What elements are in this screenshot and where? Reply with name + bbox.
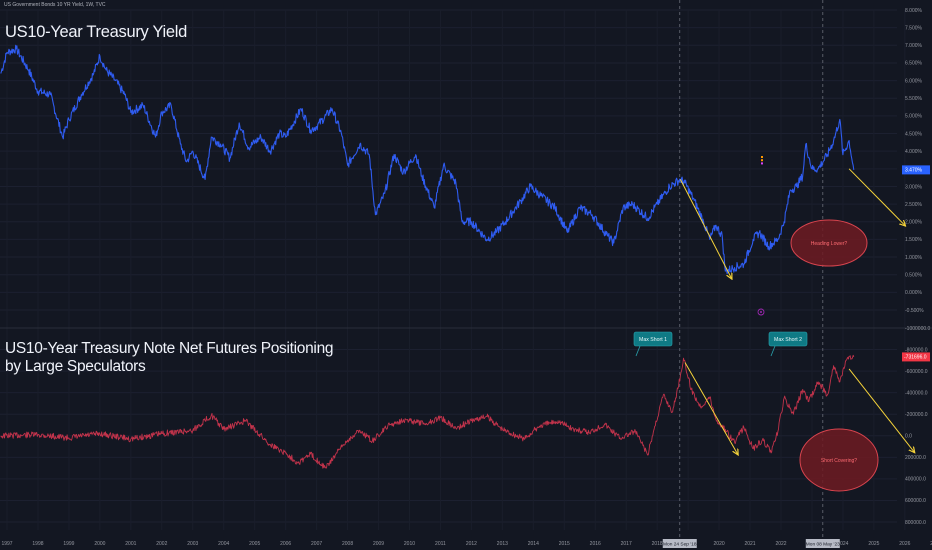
max-short-1-pointer — [635, 345, 641, 357]
yield-series-line — [0, 44, 855, 275]
top-axis-tick-label: 6.500% — [905, 61, 923, 67]
max-short-2-label: Max Short 2 — [774, 337, 802, 343]
bottom-axis-tick-label: 600000.0 — [905, 498, 926, 504]
x-axis-tick-label: 2005 — [249, 541, 260, 547]
event-marker-icon — [757, 308, 765, 316]
max-short-1-box — [633, 331, 673, 347]
top-axis-tick-label: 5.000% — [905, 114, 923, 120]
x-axis-tick-label: 2026 — [899, 541, 910, 547]
bottom-axis-tick-label: 800000.0 — [905, 520, 926, 526]
x-axis-tick-label: 2008 — [342, 541, 353, 547]
split-marker — [761, 162, 763, 165]
date-tag-box — [805, 539, 840, 548]
bottom-axis-tick-label: -400000.0 — [905, 390, 928, 396]
top-axis-tick-label: 1.000% — [905, 255, 923, 261]
positioning-arrow-1 — [684, 362, 738, 454]
bottom-axis-tick-label: 200000.0 — [905, 455, 926, 461]
date-tag-label: Mon 08 May '23 — [806, 542, 840, 548]
split-marker — [761, 156, 763, 158]
x-axis-tick-label: 2022 — [775, 541, 786, 547]
x-axis-tick-label: 2021 — [744, 541, 755, 547]
bottom-axis-tick-label: 0.0 — [905, 434, 912, 440]
x-axis-tick-label: 1998 — [32, 541, 43, 547]
top-axis-tick-label: 5.500% — [905, 96, 923, 102]
x-axis-tick-label: 2015 — [559, 541, 570, 547]
top-axis-tick-label: 7.500% — [905, 25, 923, 31]
event-marker-dot — [760, 311, 762, 313]
x-axis-tick-label: 2010 — [404, 541, 415, 547]
top-axis-tick-label: 7.000% — [905, 43, 923, 49]
bottom-axis-tick-label: -200000.0 — [905, 412, 928, 418]
x-axis-tick-label: 2018 — [652, 541, 663, 547]
x-axis-tick-label: 2012 — [466, 541, 477, 547]
yield-arrow-1 — [679, 179, 731, 278]
date-tag-box — [662, 539, 697, 548]
x-axis-tick-label: 2009 — [373, 541, 384, 547]
x-axis-tick-label: 2017 — [621, 541, 632, 547]
max-short-2-box — [768, 331, 808, 347]
top-axis-tick-label: 1.500% — [905, 237, 923, 243]
positioning-last-value-label: -731696.0 — [904, 355, 927, 361]
bottom-axis-tick-label: -1000000.0 — [905, 326, 931, 332]
heading-lower-label: Heading Lower? — [811, 241, 848, 247]
x-axis-tick-label: 2002 — [156, 541, 167, 547]
x-axis-tick-label: 1999 — [63, 541, 74, 547]
top-axis-tick-label: 0.500% — [905, 273, 923, 279]
x-axis-tick-label: 1997 — [1, 541, 12, 547]
top-panel-title: US10-Year Treasury Yield — [5, 23, 188, 41]
bottom-panel-title-line1: US10-Year Treasury Note Net Futures Posi… — [5, 340, 334, 357]
top-axis-tick-label: 6.000% — [905, 78, 923, 84]
top-axis-tick-label: -0.500% — [905, 308, 924, 314]
x-axis-tick-label: 2016 — [590, 541, 601, 547]
top-axis-tick-label: 0.000% — [905, 290, 923, 296]
split-marker — [761, 159, 763, 162]
date-tag-label: Mon 24 Sep '18 — [663, 542, 697, 548]
x-axis-tick-label: 2020 — [714, 541, 725, 547]
top-axis-tick-label: 4.000% — [905, 149, 923, 155]
short-covering-ellipse — [799, 428, 879, 492]
top-axis-tick-label: 3.000% — [905, 184, 923, 190]
x-axis-tick-label: 2027 — [930, 541, 932, 547]
x-axis-tick-label: 2001 — [125, 541, 136, 547]
positioning-last-value-tag — [902, 352, 930, 362]
x-axis-tick-label: 2003 — [187, 541, 198, 547]
top-axis-tick-label: 8.000% — [905, 8, 923, 14]
heading-lower-ellipse — [790, 219, 868, 267]
x-axis-tick-label: 2013 — [497, 541, 508, 547]
yield-arrow-2 — [848, 168, 905, 225]
short-covering-label: Short Covering? — [821, 458, 857, 464]
x-axis-tick-label: 2007 — [311, 541, 322, 547]
top-axis-tick-label: 4.500% — [905, 131, 923, 137]
x-axis-tick-label: 2024 — [837, 541, 848, 547]
top-axis-tick-label: 2.000% — [905, 220, 923, 226]
x-axis-tick-label: 2000 — [94, 541, 105, 547]
yield-last-value-tag — [902, 165, 930, 175]
bottom-axis-tick-label: -800000.0 — [905, 347, 928, 353]
bottom-axis-tick-label: 400000.0 — [905, 477, 926, 483]
x-axis-tick-label: 2014 — [528, 541, 539, 547]
positioning-arrow-2 — [848, 368, 914, 452]
x-axis-tick-label: 2011 — [435, 541, 446, 547]
bottom-panel-title-line2: by Large Speculators — [5, 358, 146, 375]
bottom-axis-tick-label: -600000.0 — [905, 369, 928, 375]
x-axis-tick-label: 2025 — [868, 541, 879, 547]
max-short-1-label: Max Short 1 — [639, 337, 667, 343]
positioning-series-line — [0, 354, 855, 469]
yield-last-value-label: 3.470% — [905, 168, 923, 174]
chart-source-label: US Government Bonds 10 YR Yield, 1W, TVC — [4, 2, 106, 8]
x-axis-tick-label: 2006 — [280, 541, 291, 547]
x-axis-tick-label: 2004 — [218, 541, 229, 547]
top-axis-tick-label: 2.500% — [905, 202, 923, 208]
max-short-2-pointer — [770, 345, 776, 357]
